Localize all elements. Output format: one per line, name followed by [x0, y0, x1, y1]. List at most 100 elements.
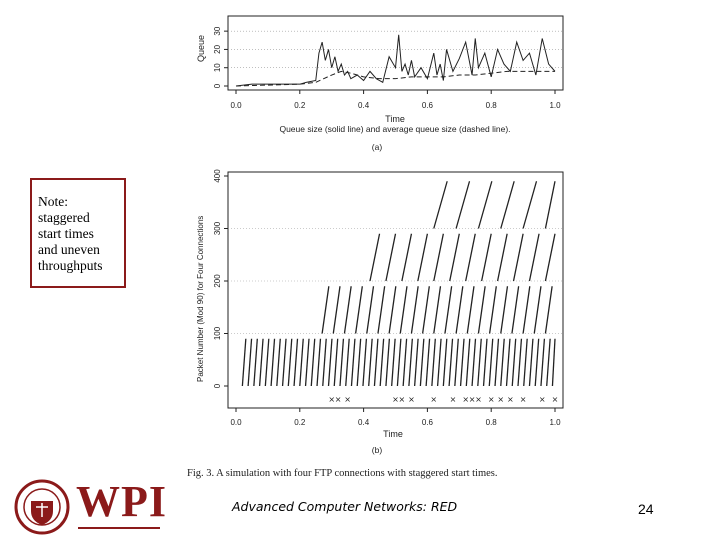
chart-b-burst-conn1 — [408, 338, 413, 387]
chart-b-burst-conn1 — [345, 338, 350, 387]
chart-b-burst-conn2 — [332, 286, 341, 334]
chart-b-burst-conn1 — [327, 338, 333, 387]
chart-b-burst-conn2 — [466, 286, 475, 334]
chart-b-burst-conn2 — [522, 286, 531, 334]
chart-b-burst-conn1 — [356, 338, 362, 387]
chart-b-burst-conn2 — [500, 286, 509, 334]
chart-b-burst-conn1 — [299, 338, 304, 387]
chart-a-series-solid — [235, 34, 556, 87]
chart-b-burst-conn2 — [354, 286, 363, 334]
chart-b-burst-conn1 — [459, 338, 465, 387]
chart-b-drop-mark: × — [469, 395, 476, 404]
chart-b-burst-conn2 — [421, 286, 430, 334]
chart-b-burst-conn3 — [369, 233, 381, 282]
chart-b-burst-conn1 — [442, 338, 448, 387]
chart-b-burst-conn1 — [293, 338, 299, 387]
chart-b-burst-conn1 — [465, 338, 471, 387]
chart-b-drop-mark: × — [488, 395, 495, 404]
chart-b-burst-conn1 — [322, 338, 327, 387]
chart-b-burst-conn1 — [546, 338, 551, 387]
chart-b-burst-conn2 — [533, 286, 542, 334]
chart-b-burst-conn1 — [270, 338, 276, 387]
chart-b-frame — [227, 171, 564, 409]
chart-b-burst-conn1 — [413, 338, 419, 387]
chart-b-ytick-label: 0 — [213, 383, 222, 388]
chart-b-burst-conn2 — [388, 286, 397, 334]
chart-b-burst-conn3 — [449, 233, 460, 282]
chart-b-burst-conn1 — [517, 338, 523, 387]
chart-a-series-dashed — [235, 70, 555, 87]
chart-b-burst-conn1 — [385, 338, 391, 387]
chart-a-ytick-label: 30 — [213, 26, 222, 35]
chart-b-xtick-label: 0.4 — [358, 418, 370, 427]
chart-b-drop-mark: × — [344, 395, 351, 404]
chart-b-burst-conn1 — [528, 338, 534, 387]
chart-b-burst-conn1 — [454, 338, 459, 387]
chart-b-yticks: 0 100 200 300 400 — [213, 169, 228, 388]
chart-b-burst-conn1 — [276, 338, 281, 387]
chart-b-burst-conn3 — [401, 233, 413, 282]
chart-b-burst-conn1 — [425, 338, 431, 387]
chart-b-xlabel: Time — [383, 429, 403, 439]
chart-a-series — [235, 34, 556, 87]
chart-b-burst-conn1 — [247, 338, 253, 387]
chart-a-xtick-label: 0.6 — [422, 101, 434, 110]
chart-b-burst-conn1 — [391, 338, 396, 387]
page-number: 24 — [638, 501, 654, 517]
chart-b-burst-conn3 — [512, 233, 524, 282]
chart-a-ylabel: Queue — [196, 35, 206, 62]
wpi-logo-underline — [78, 527, 160, 529]
chart-b-burst-conn1 — [505, 338, 511, 387]
chart-b-drop-mark: × — [497, 395, 504, 404]
chart-b-burst-conn4 — [544, 181, 556, 229]
chart-b-drop-mark: × — [475, 395, 482, 404]
chart-a-xtick-label: 0.8 — [486, 101, 498, 110]
chart-b-burst-conn1 — [373, 338, 379, 387]
chart-b-burst-conn1 — [471, 338, 477, 387]
chart-a-ytick-label: 10 — [213, 63, 222, 72]
chart-a-frame — [227, 15, 564, 91]
chart-b-burst-conn1 — [368, 338, 373, 387]
footer-title: Advanced Computer Networks: RED — [232, 499, 458, 514]
chart-b-drop-mark: × — [552, 395, 559, 404]
chart-b-burst-conn1 — [488, 338, 494, 387]
chart-b-burst-conn2 — [343, 286, 352, 334]
chart-b-xticks: 0.0 0.2 0.4 0.6 0.8 1.0 — [230, 408, 561, 427]
chart-b-burst-conn2 — [433, 286, 442, 334]
chart-b-burst-conn4 — [433, 181, 448, 229]
chart-b-drop-mark: × — [430, 395, 437, 404]
chart-b-burst-conn1 — [431, 338, 436, 387]
chart-b-drops: × × × × × × × × × × × × × × × × × — [328, 395, 558, 404]
chart-b-xtick-label: 0.6 — [422, 418, 434, 427]
chart-b-burst-conn1 — [310, 338, 316, 387]
chart-b-burst-conn1 — [419, 338, 425, 387]
chart-b-burst-conn4 — [455, 181, 471, 229]
chart-a-caption: Queue size (solid line) and average queu… — [279, 124, 510, 134]
chart-b-drop-mark: × — [328, 395, 335, 404]
chart-b: × × × × × × × × × × × × × × × × × 0.0 0.2 0.4 0.6 0.8 1.0 010… — [196, 169, 564, 455]
chart-b-burst-conn2 — [410, 286, 419, 334]
chart-b-burst-conn2 — [511, 286, 520, 334]
chart-b-burst-conn3 — [385, 233, 397, 282]
chart-a-panel-label: (a) — [372, 142, 383, 152]
wpi-logo-text: WPI — [76, 477, 167, 526]
note-box: Note: staggered start times and uneven t… — [30, 178, 126, 288]
chart-b-drop-mark: × — [450, 395, 457, 404]
chart-b-drop-mark: × — [408, 395, 415, 404]
chart-b-ytick-label: 100 — [213, 326, 222, 340]
chart-b-burst-conn2 — [399, 286, 408, 334]
chart-b-burst-conn1 — [241, 338, 247, 387]
chart-b-burst-conn1 — [339, 338, 345, 387]
chart-b-burst-conn1 — [534, 338, 540, 387]
chart-b-burst-conn3 — [544, 233, 556, 282]
chart-b-ytick-label: 200 — [213, 274, 222, 288]
chart-a-xtick-label: 1.0 — [549, 101, 561, 110]
chart-b-burst-conn1 — [258, 338, 264, 387]
chart-b-burst-conn1 — [448, 338, 454, 387]
chart-b-panel-label: (b) — [372, 445, 383, 455]
chart-b-drop-mark: × — [392, 395, 399, 404]
chart-b-xtick-label: 0.8 — [486, 418, 498, 427]
chart-b-burst-conn1 — [523, 338, 528, 387]
chart-b-burst-conn4 — [522, 181, 538, 229]
